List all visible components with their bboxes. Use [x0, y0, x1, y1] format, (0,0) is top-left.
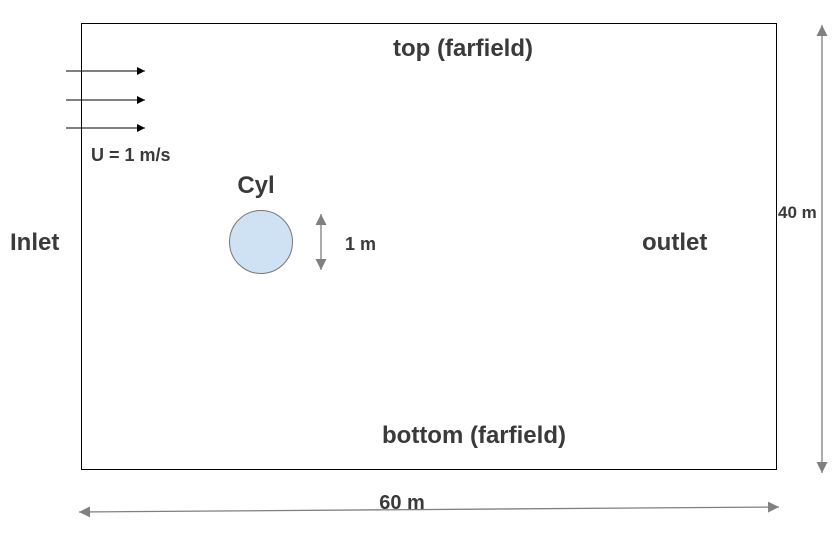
outlet-label: outlet: [642, 229, 707, 256]
width-label: 60 m: [379, 492, 425, 514]
cylinder: [229, 210, 293, 274]
velocity-label: U = 1 m/s: [91, 145, 171, 165]
flow-arrows: [66, 67, 145, 132]
cylinder-label: Cyl: [237, 172, 274, 199]
inlet-label: Inlet: [10, 229, 59, 256]
bottom-boundary-label: bottom (farfield): [382, 422, 566, 449]
top-boundary-label: top (farfield): [393, 35, 533, 62]
domain-border: [81, 23, 777, 470]
diameter-label: 1 m: [345, 234, 376, 254]
height-label: 40 m: [778, 203, 817, 222]
width-dimension-arrow: [78, 501, 780, 518]
